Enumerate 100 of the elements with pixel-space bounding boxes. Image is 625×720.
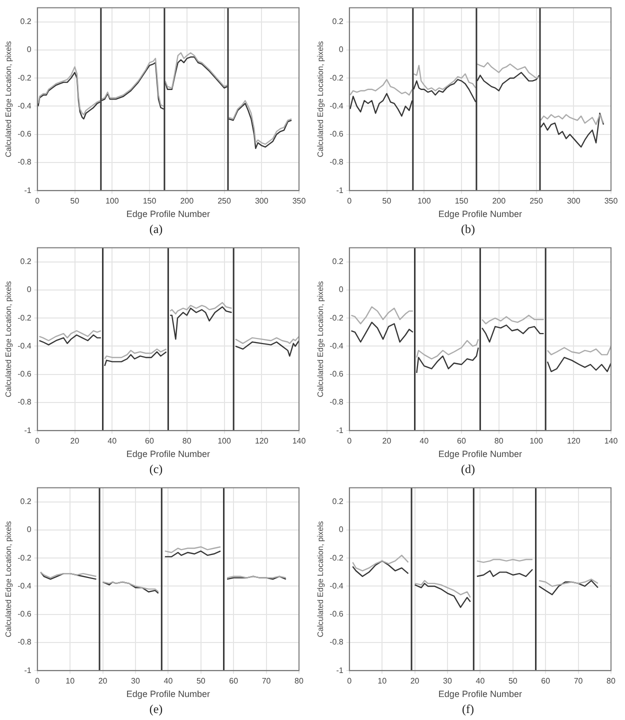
x-tick-label: 70 — [262, 676, 272, 686]
x-tick-label: 50 — [196, 676, 206, 686]
y-tick-label: 0.2 — [332, 497, 344, 506]
x-tick-label: 80 — [182, 436, 192, 446]
x-tick-label: 50 — [70, 196, 80, 206]
x-tick-label: 60 — [541, 676, 551, 686]
y-axis-title: Calculated Edge Location, pixels — [316, 521, 326, 638]
y-tick-label: 0.2 — [332, 17, 344, 26]
x-tick-label: 120 — [254, 436, 269, 446]
y-tick-label: -1 — [336, 426, 344, 435]
y-tick-label: -0.2 — [330, 313, 344, 322]
x-tick-label: 0 — [35, 436, 40, 446]
y-tick-label: -0.2 — [18, 313, 32, 322]
x-tick-label: 10 — [66, 676, 76, 686]
x-tick-label: 20 — [70, 436, 80, 446]
y-tick-label: 0 — [338, 45, 344, 54]
x-tick-label: 0 — [347, 196, 352, 206]
x-tick-label: 20 — [98, 676, 108, 686]
y-tick-label: -0.2 — [330, 73, 344, 82]
y-tick-label: -0.8 — [18, 398, 32, 407]
x-tick-label: 120 — [566, 436, 581, 446]
x-tick-label: 0 — [347, 676, 352, 686]
y-tick-label: -0.4 — [18, 341, 32, 350]
text: (e) — [149, 701, 163, 718]
y-tick-label: -1 — [24, 186, 32, 195]
x-tick-label: 100 — [218, 436, 232, 446]
x-tick-label: 50 — [382, 196, 392, 206]
x-tick-label: 80 — [294, 676, 304, 686]
y-tick-label: -0.4 — [18, 581, 32, 590]
x-tick-label: 150 — [454, 196, 469, 206]
y-tick-label: 0 — [26, 45, 32, 54]
y-tick-label: -0.8 — [330, 398, 344, 407]
x-tick-label: 200 — [492, 196, 506, 206]
x-axis-title: Edge Profile Number — [438, 689, 522, 700]
y-tick-label: 0.2 — [20, 257, 32, 266]
y-tick-label: -0.8 — [18, 158, 32, 167]
x-tick-label: 20 — [382, 436, 392, 446]
x-tick-label: 0 — [35, 676, 40, 686]
y-tick-label: -0.6 — [330, 610, 344, 619]
y-tick-label: 0.2 — [20, 17, 32, 26]
x-tick-label: 30 — [131, 676, 140, 686]
y-tick-label: -0.4 — [330, 341, 344, 350]
x-tick-label: 250 — [530, 196, 544, 206]
x-tick-label: 100 — [105, 196, 120, 206]
text: (b) — [461, 221, 475, 238]
x-tick-label: 40 — [108, 436, 118, 446]
x-tick-label: 0 — [35, 196, 40, 206]
y-tick-label: -0.4 — [18, 101, 32, 110]
x-tick-label: 140 — [292, 436, 306, 446]
x-tick-label: 60 — [145, 436, 154, 446]
x-tick-label: 40 — [476, 676, 486, 686]
x-tick-label: 20 — [410, 676, 420, 686]
y-tick-label: 0 — [338, 525, 344, 534]
x-tick-label: 10 — [378, 676, 388, 686]
x-tick-label: 100 — [417, 196, 432, 206]
x-axis-title: Edge Profile Number — [126, 449, 210, 460]
y-tick-label: -1 — [24, 666, 32, 675]
y-tick-label: -0.4 — [330, 101, 344, 110]
x-tick-label: 300 — [254, 196, 269, 206]
y-tick-label: 0 — [26, 285, 32, 294]
x-axis-title: Edge Profile Number — [126, 209, 210, 220]
x-axis-title: Edge Profile Number — [438, 449, 522, 460]
text: (f) — [462, 701, 474, 718]
x-tick-label: 50 — [508, 676, 518, 686]
x-tick-label: 140 — [604, 436, 618, 446]
y-tick-label: -0.2 — [330, 553, 344, 562]
y-tick-label: -0.6 — [330, 130, 344, 139]
x-tick-label: 80 — [494, 436, 504, 446]
x-tick-label: 0 — [347, 436, 352, 446]
x-tick-label: 150 — [142, 196, 157, 206]
x-tick-label: 70 — [574, 676, 584, 686]
x-axis-title: Edge Profile Number — [438, 209, 522, 220]
x-tick-label: 350 — [604, 196, 618, 206]
x-tick-label: 60 — [457, 436, 466, 446]
x-tick-label: 60 — [229, 676, 239, 686]
x-tick-label: 250 — [218, 196, 232, 206]
y-tick-label: -1 — [336, 666, 344, 675]
y-tick-label: 0.2 — [332, 257, 344, 266]
y-tick-label: -0.8 — [330, 158, 344, 167]
x-tick-label: 350 — [292, 196, 306, 206]
y-tick-label: 0.2 — [20, 497, 32, 506]
y-tick-label: -0.6 — [18, 130, 32, 139]
y-tick-label: -1 — [336, 186, 344, 195]
y-tick-label: -0.2 — [18, 553, 32, 562]
x-tick-label: 40 — [420, 436, 430, 446]
x-tick-label: 30 — [443, 676, 452, 686]
y-tick-label: -0.8 — [18, 638, 32, 647]
text: (c) — [149, 461, 163, 478]
y-axis-title: Calculated Edge Location, pixels — [316, 281, 326, 398]
y-axis-title: Calculated Edge Location, pixels — [4, 41, 14, 158]
y-axis-title: Calculated Edge Location, pixels — [4, 521, 14, 638]
text: (a) — [149, 221, 163, 238]
y-tick-label: -0.6 — [18, 370, 32, 379]
y-tick-label: 0 — [338, 285, 344, 294]
y-tick-label: -0.6 — [18, 610, 32, 619]
x-tick-label: 200 — [180, 196, 194, 206]
y-tick-label: -1 — [24, 426, 32, 435]
y-axis-title: Calculated Edge Location, pixels — [4, 281, 14, 398]
x-tick-label: 100 — [530, 436, 544, 446]
y-tick-label: -0.6 — [330, 370, 344, 379]
